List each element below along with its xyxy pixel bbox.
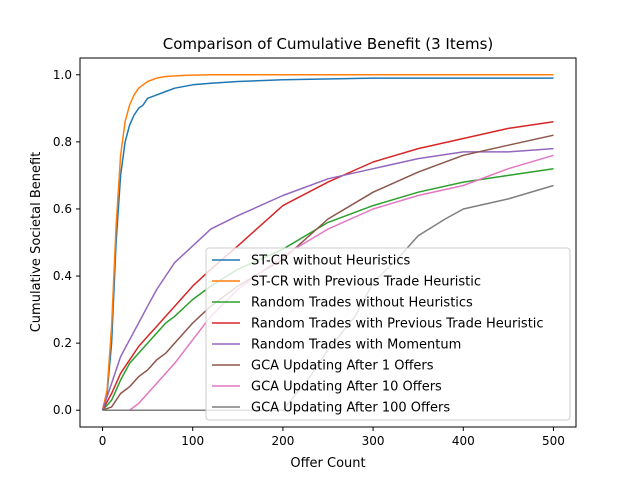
y-tick-label: 0.6: [53, 202, 72, 216]
legend-label: ST-CR with Previous Trade Heuristic: [251, 275, 481, 290]
chart-title: Comparison of Cumulative Benefit (3 Item…: [163, 35, 494, 53]
y-axis-ticks: 0.0 0.2 0.4 0.6 0.8 1.0: [53, 68, 80, 417]
series-line-2: [101, 74, 554, 411]
plot-lines: [101, 74, 554, 411]
series-line-4: [101, 120, 554, 411]
x-tick-label: 300: [362, 434, 385, 448]
y-tick-label: 0.2: [53, 336, 72, 350]
series-line-5: [101, 147, 554, 411]
legend: ST-CR without Heuristics ST-CR with Previ…: [205, 247, 571, 421]
legend-items: ST-CR without Heuristics ST-CR with Previ…: [212, 254, 544, 416]
legend-box: [205, 247, 571, 421]
x-tick-label: 200: [271, 434, 294, 448]
y-tick-label: 0.4: [53, 269, 72, 283]
legend-label: ST-CR without Heuristics: [251, 254, 411, 269]
y-tick-label: 1.0: [53, 68, 72, 82]
legend-label: Random Trades with Momentum: [251, 338, 461, 353]
series-line-3: [101, 167, 554, 411]
legend-label: GCA Updating After 1 Offers: [251, 359, 434, 374]
y-tick-label: 0.8: [53, 135, 72, 149]
legend-label: GCA Updating After 10 Offers: [251, 380, 442, 395]
x-tick-label: 100: [181, 434, 204, 448]
x-tick-label: 400: [452, 434, 475, 448]
x-axis-ticks: 0 100 200 300 400 500: [99, 427, 565, 448]
y-axis-label: Cumulative Societal Benefit: [29, 152, 44, 333]
legend-label: GCA Updating After 100 Offers: [251, 401, 450, 416]
x-tick-label: 0: [99, 434, 107, 448]
series-line-1: [101, 77, 554, 411]
legend-label: Random Trades with Previous Trade Heuris…: [251, 317, 544, 332]
series-line-6: [102, 134, 554, 411]
x-axis-label: Offer Count: [290, 456, 365, 471]
plot-frame: [79, 57, 577, 428]
legend-label: Random Trades without Heuristics: [251, 296, 473, 311]
y-tick-label: 0.0: [53, 403, 72, 417]
x-tick-label: 500: [542, 434, 565, 448]
